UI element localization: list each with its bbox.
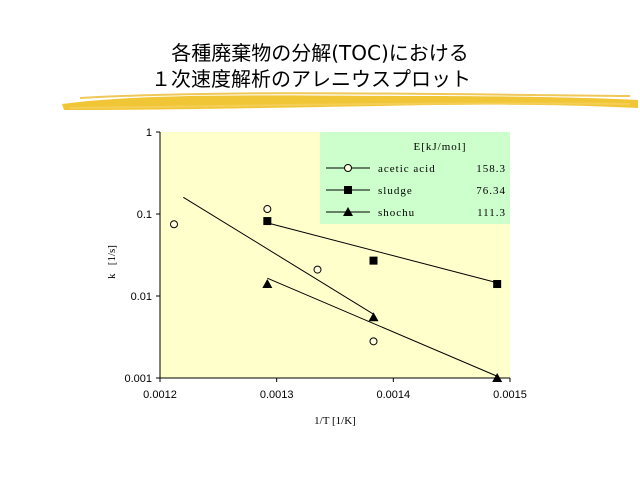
shochu-point — [262, 279, 273, 289]
x-tick-label: 0.0015 — [493, 389, 527, 401]
shochu-fit-line — [267, 277, 498, 377]
sludge-legend-energy: 76.34 — [476, 185, 506, 197]
sludge-point — [493, 280, 502, 289]
acetic-acid-legend-energy: 158.3 — [476, 163, 506, 175]
y-tick-label: 0.001 — [124, 373, 152, 385]
x-axis-label: 1/T [1/K] — [314, 415, 356, 427]
x-tick-label: 0.0012 — [143, 389, 177, 401]
title-line-2: １次速度解析のアレニウスプロット — [151, 67, 471, 91]
legend: E[kJ/mol] acetic acid 158.3 sludge 76.34 shoc… — [320, 132, 510, 224]
y-axis-label: k [1/s] — [106, 245, 118, 279]
slide-title: 各種廃棄物の分解(TOC)における １次速度解析のアレニウスプロット — [0, 40, 640, 92]
shochu-point — [368, 312, 379, 322]
sludge-fit-line — [267, 222, 498, 284]
acetic-acid-point — [369, 337, 378, 346]
acetic-acid-point — [313, 265, 322, 274]
sludge-legend-marker — [344, 186, 352, 194]
legend-box — [320, 132, 510, 224]
sludge-legend-label: sludge — [378, 185, 413, 197]
sludge-point — [263, 217, 272, 226]
shochu-legend-energy: 111.3 — [477, 207, 506, 219]
title-line-1: 各種廃棄物の分解(TOC)における — [171, 41, 469, 65]
acetic-acid-point — [263, 205, 272, 214]
x-tick-label: 0.0013 — [260, 389, 294, 401]
y-tick-label: 1 — [146, 127, 152, 139]
axes: 0.0012 0.0013 0.0014 0.0015 0.001 0.01 0.1 1 — [124, 127, 526, 401]
y-tick-label: 0.01 — [131, 291, 152, 303]
acetic-acid-fit-line — [183, 196, 374, 315]
sludge-point — [369, 256, 378, 265]
acetic-acid-legend-marker — [344, 164, 352, 172]
x-tick-label: 0.0014 — [377, 389, 411, 401]
shochu-legend-marker — [343, 207, 353, 216]
acetic-acid-point — [170, 220, 178, 229]
acetic-acid-legend-label: acetic acid — [378, 163, 436, 175]
y-tick-label: 0.1 — [137, 209, 152, 221]
shochu-legend-label: shochu — [378, 207, 415, 219]
legend-header: E[kJ/mol] — [414, 141, 467, 153]
